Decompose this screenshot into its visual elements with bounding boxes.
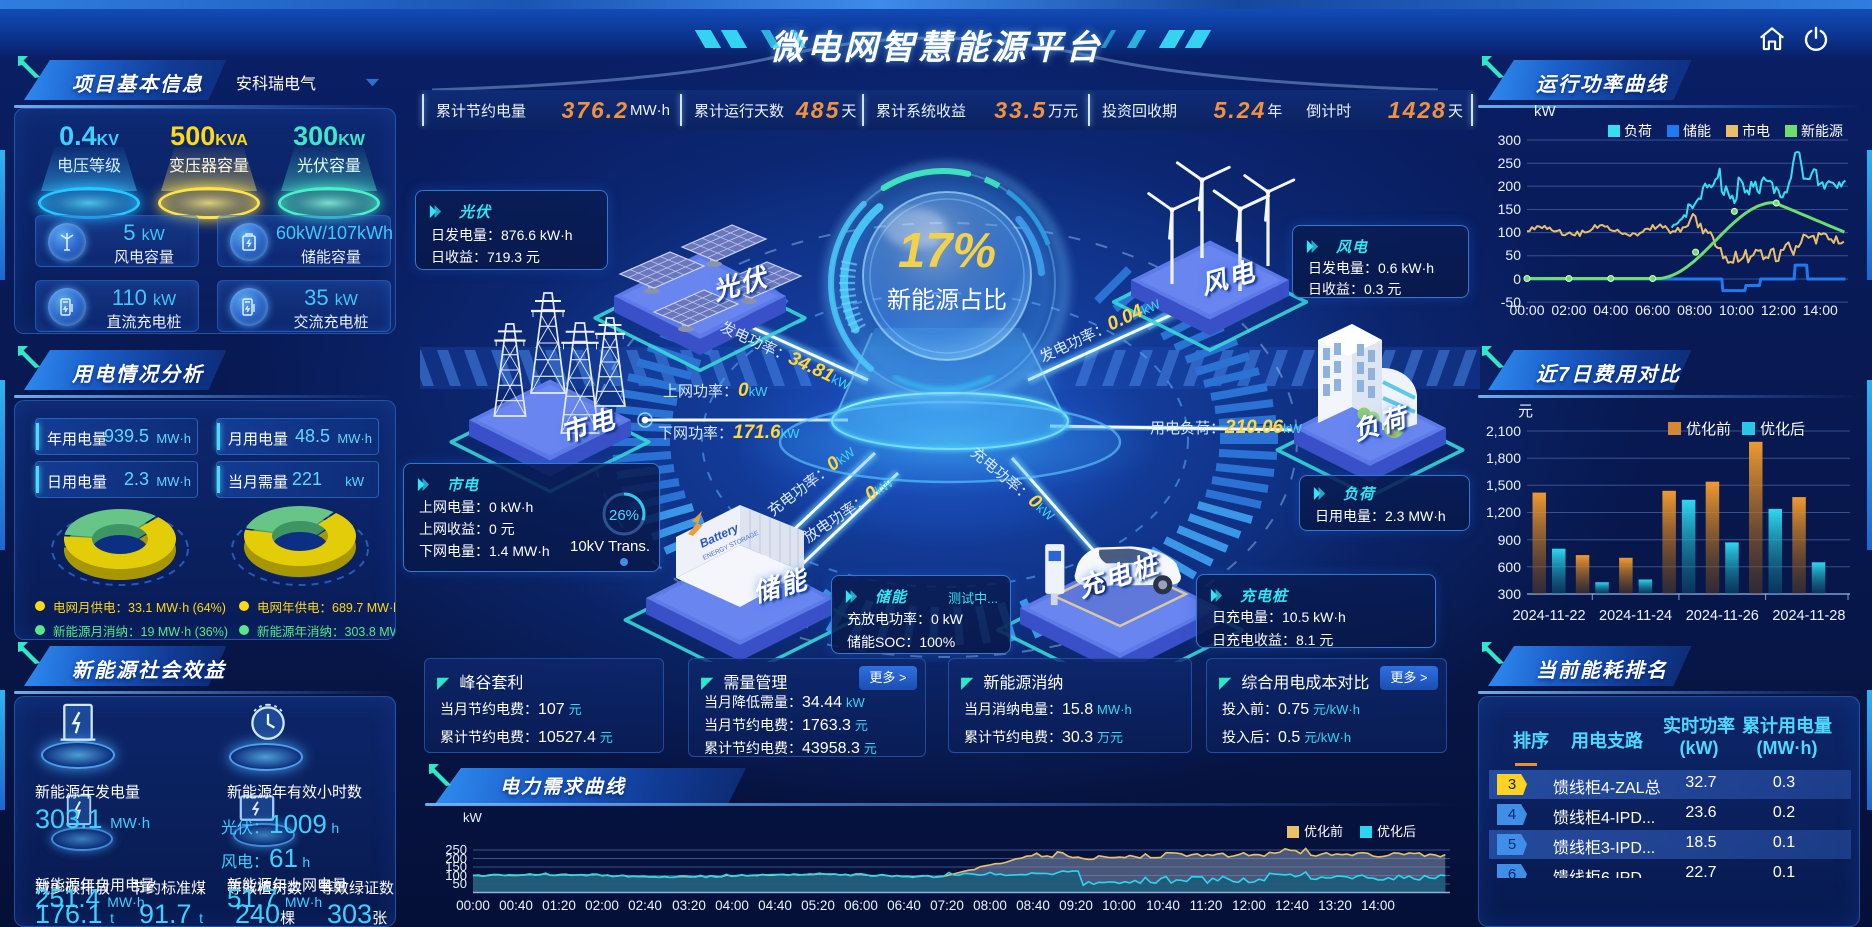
svg-text:优化前: 优化前	[1304, 824, 1343, 839]
svg-text:250: 250	[445, 842, 467, 857]
svg-text:26%: 26%	[609, 507, 639, 524]
svg-text:300: 300	[1498, 586, 1522, 602]
svg-text:150: 150	[445, 859, 467, 874]
svg-text:12:00: 12:00	[1232, 898, 1266, 913]
svg-text:04:00: 04:00	[715, 898, 749, 913]
svg-text:02:40: 02:40	[628, 898, 662, 913]
svg-text:900: 900	[1498, 532, 1522, 548]
svg-text:13:20: 13:20	[1318, 898, 1352, 913]
svg-text:2024-11-22: 2024-11-22	[1512, 608, 1585, 624]
svg-text:-50: -50	[1501, 294, 1521, 310]
svg-text:元: 元	[1518, 403, 1533, 420]
svg-text:300: 300	[1498, 132, 1522, 148]
svg-text:00:40: 00:40	[499, 898, 533, 913]
svg-text:06:40: 06:40	[887, 898, 921, 913]
svg-text:50: 50	[1505, 247, 1521, 263]
svg-text:12:40: 12:40	[1275, 898, 1309, 913]
svg-text:09:20: 09:20	[1059, 898, 1093, 913]
svg-text:02:00: 02:00	[585, 898, 619, 913]
svg-text:1,800: 1,800	[1486, 450, 1521, 466]
svg-text:12:00: 12:00	[1761, 302, 1796, 318]
svg-text:新能源: 新能源	[1801, 123, 1843, 139]
svg-text:200: 200	[445, 851, 467, 866]
svg-text:100: 100	[1498, 224, 1522, 240]
svg-text:14:00: 14:00	[1803, 302, 1838, 318]
svg-text:优化后: 优化后	[1760, 421, 1805, 438]
svg-text:04:00: 04:00	[1593, 302, 1628, 318]
svg-text:08:40: 08:40	[1016, 898, 1050, 913]
svg-text:03:20: 03:20	[672, 898, 706, 913]
svg-text:08:00: 08:00	[973, 898, 1007, 913]
svg-text:储能: 储能	[1683, 123, 1711, 139]
svg-text:10:00: 10:00	[1719, 302, 1754, 318]
svg-text:负荷: 负荷	[1624, 123, 1652, 139]
svg-text:新能源占比: 新能源占比	[887, 287, 1007, 314]
svg-text:04:40: 04:40	[758, 898, 792, 913]
svg-text:优化后: 优化后	[1377, 824, 1416, 839]
svg-text:06:00: 06:00	[844, 898, 878, 913]
svg-text:kW: kW	[1534, 104, 1557, 120]
svg-text:08:00: 08:00	[1677, 302, 1712, 318]
svg-text:2024-11-28: 2024-11-28	[1772, 608, 1845, 624]
svg-text:14:00: 14:00	[1361, 898, 1395, 913]
svg-text:07:20: 07:20	[930, 898, 964, 913]
svg-text:优化前: 优化前	[1686, 421, 1731, 438]
svg-text:150: 150	[1498, 201, 1522, 217]
svg-text:250: 250	[1498, 155, 1522, 171]
svg-text:10:40: 10:40	[1146, 898, 1180, 913]
svg-text:11:20: 11:20	[1190, 898, 1223, 913]
svg-text:02:00: 02:00	[1551, 302, 1586, 318]
svg-text:600: 600	[1498, 559, 1522, 575]
svg-text:06:00: 06:00	[1635, 302, 1670, 318]
svg-text:10:00: 10:00	[1102, 898, 1136, 913]
svg-text:2024-11-26: 2024-11-26	[1686, 608, 1759, 624]
svg-text:2024-11-24: 2024-11-24	[1599, 608, 1672, 624]
svg-text:1,500: 1,500	[1486, 477, 1521, 493]
svg-text:市电: 市电	[1742, 123, 1770, 139]
svg-text:2,100: 2,100	[1486, 423, 1521, 439]
svg-text:50: 50	[453, 876, 467, 891]
svg-text:05:20: 05:20	[801, 898, 835, 913]
svg-text:0: 0	[1513, 271, 1521, 287]
svg-text:00:00: 00:00	[1509, 302, 1544, 318]
svg-text:1,200: 1,200	[1486, 504, 1521, 520]
svg-text:00:00: 00:00	[456, 898, 490, 913]
svg-text:17%: 17%	[898, 224, 996, 278]
svg-text:01:20: 01:20	[542, 898, 576, 913]
svg-text:100: 100	[445, 868, 467, 883]
svg-text:kW: kW	[463, 810, 483, 825]
svg-text:200: 200	[1498, 178, 1522, 194]
